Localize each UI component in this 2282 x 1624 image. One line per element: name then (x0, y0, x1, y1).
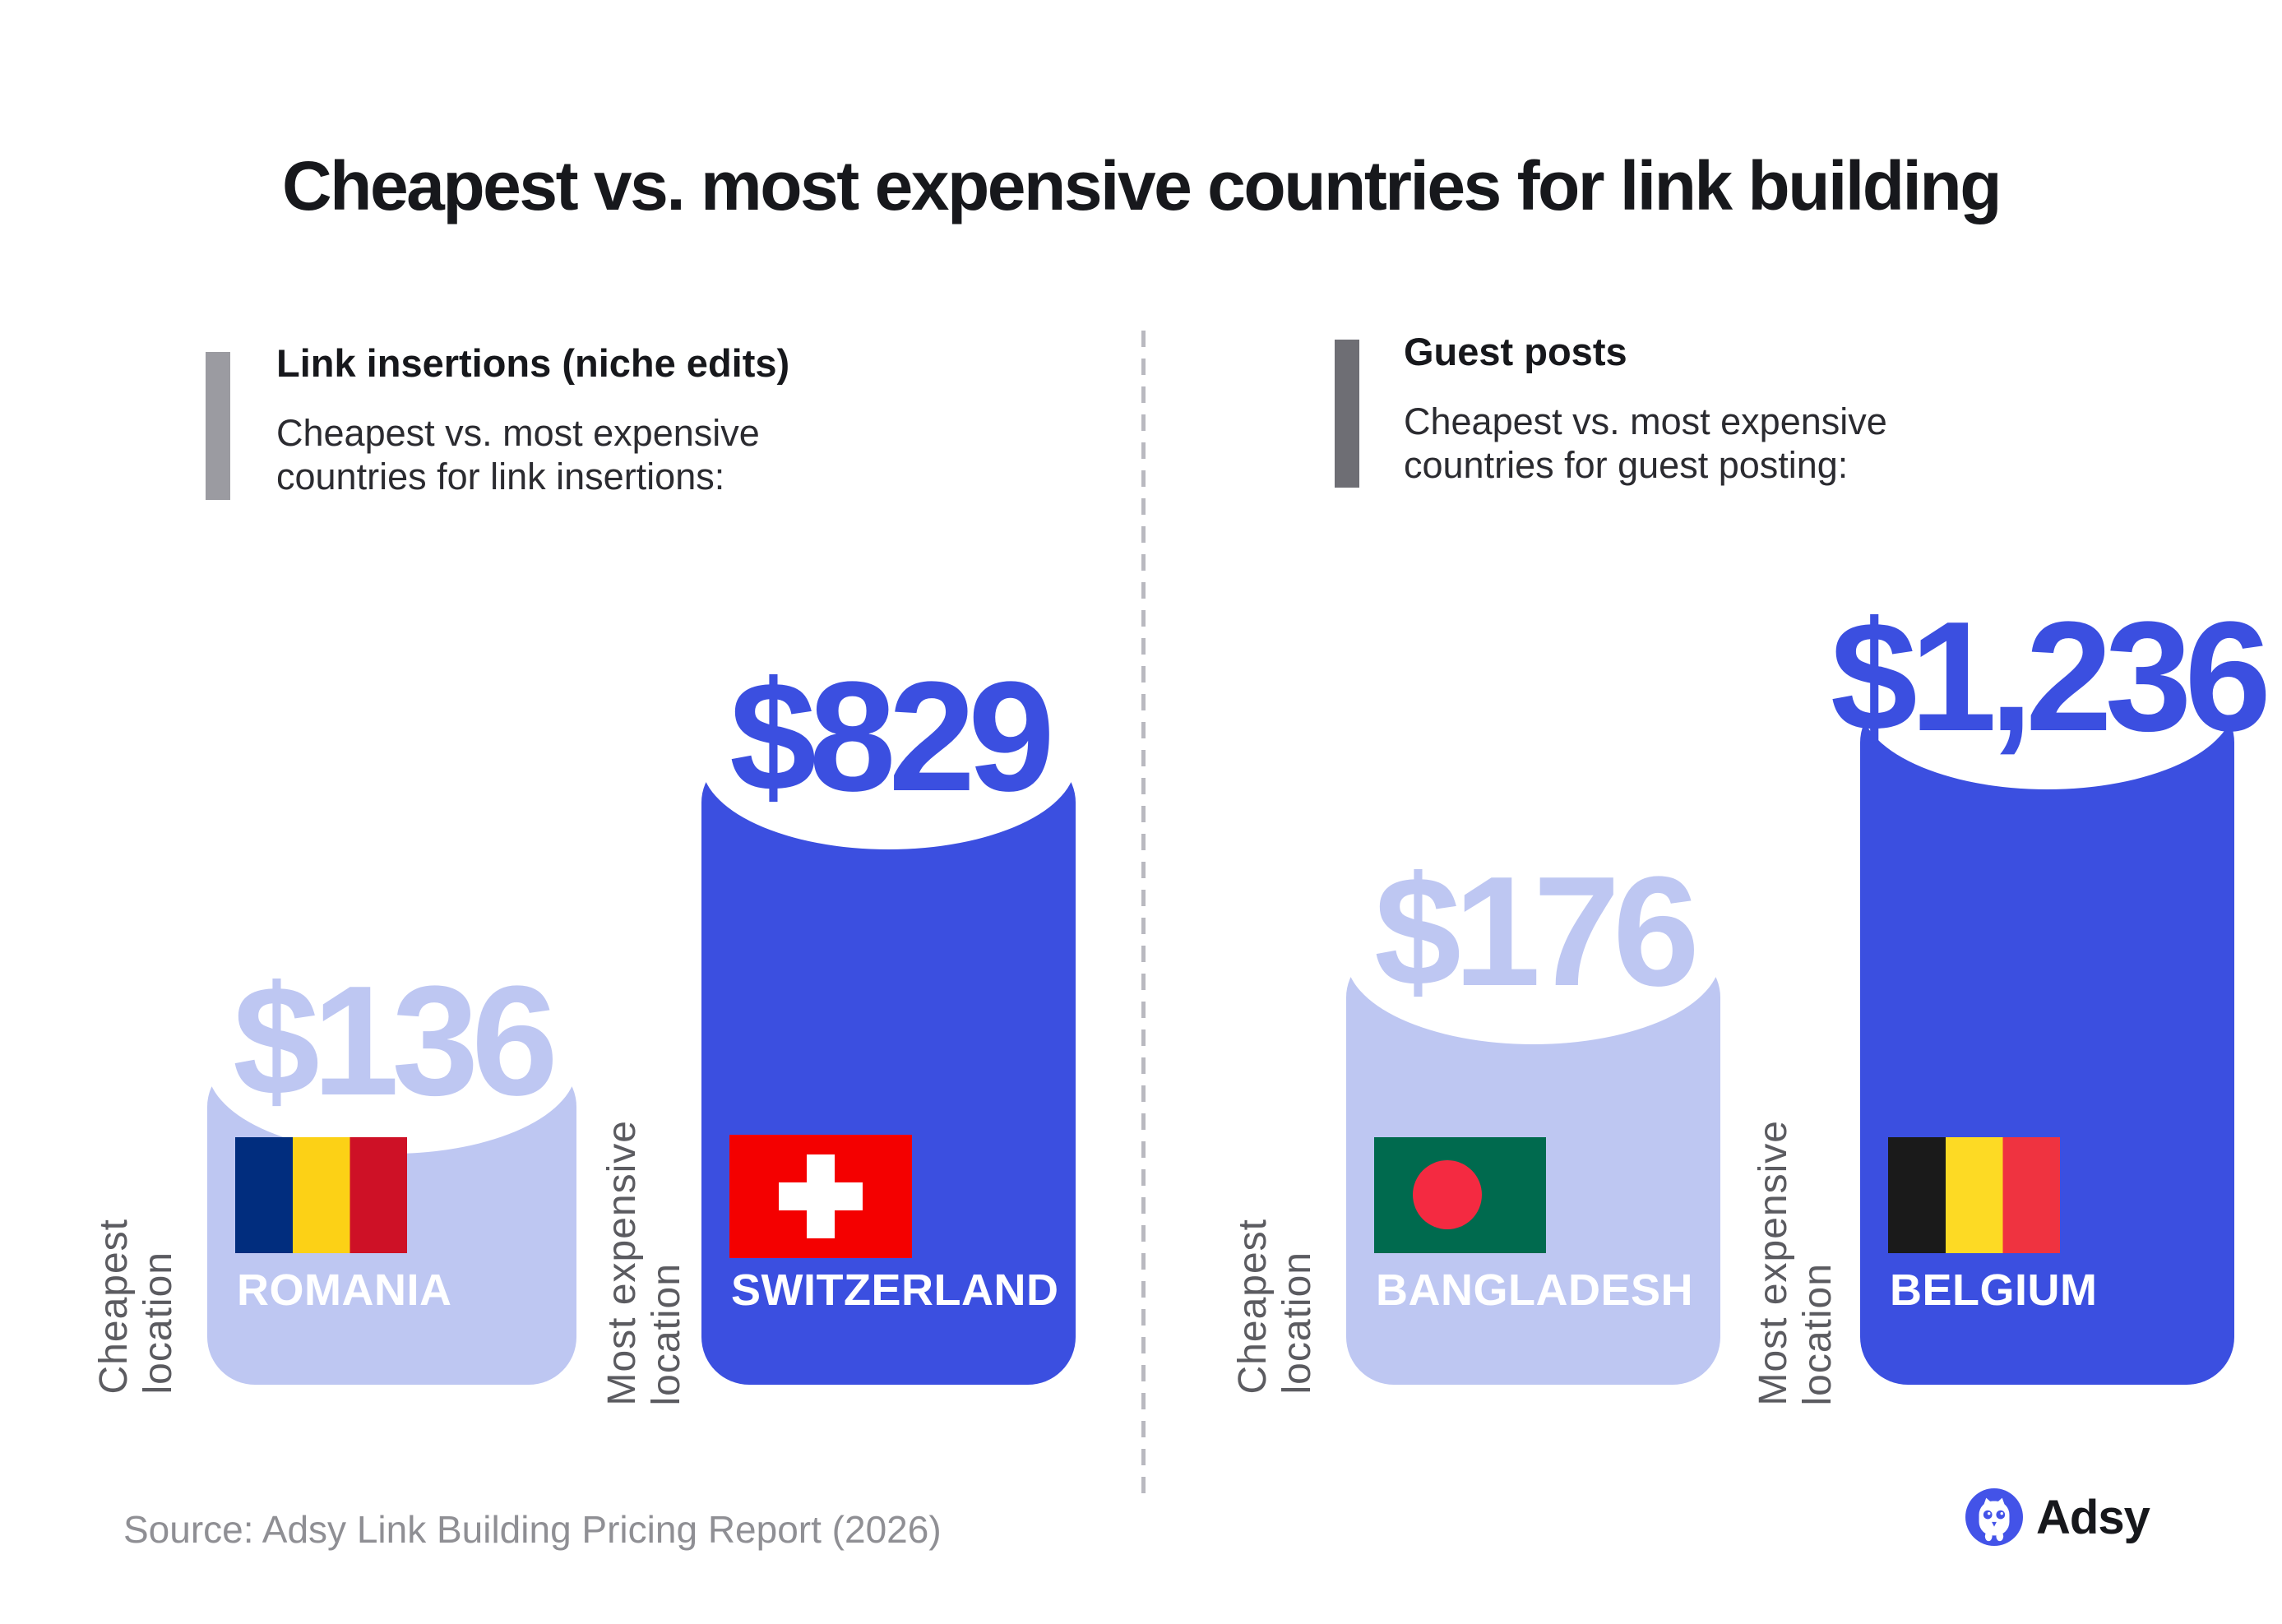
country-label-bangladesh: BANGLADESH (1376, 1265, 1694, 1315)
price-label-switzerland: $829 (729, 650, 1055, 824)
left-panel-subheading: Cheapest vs. most expensive countries fo… (276, 412, 760, 498)
price-label-romania: $136 (233, 954, 558, 1128)
left-panel-heading: Link insertions (niche edits) (276, 341, 790, 385)
switzerland-flag-icon (729, 1135, 912, 1258)
country-label-switzerland: SWITZERLAND (731, 1265, 1059, 1315)
adsy-owl-icon (1965, 1488, 2023, 1546)
price-label-belgium: $1,236 (1830, 590, 2271, 764)
adsy-logo-text: Adsy (2036, 1490, 2150, 1544)
swiss-cross-horizontal (779, 1182, 863, 1210)
bangladesh-flag-icon (1374, 1137, 1546, 1253)
source-note: Source: Adsy Link Building Pricing Repor… (123, 1508, 942, 1551)
country-label-belgium: BELGIUM (1890, 1265, 2098, 1315)
bar-belgium-most-expensive: $1,236 BELGIUM (1831, 599, 2271, 1385)
right-panel-accent-bar (1335, 340, 1359, 488)
right-panel-heading: Guest posts (1404, 330, 1627, 373)
price-label-bangladesh: $176 (1374, 844, 1700, 1019)
page-title: Cheapest vs. most expensive countries fo… (281, 147, 2002, 224)
romania-flag-icon (235, 1137, 407, 1253)
right-cheapest-location-label: Cheapest location (1231, 1218, 1319, 1394)
left-cheapest-location-label: Cheapest location (92, 1218, 180, 1394)
bar-switzerland-most-expensive: $829 SWITZERLAND (701, 659, 1076, 1385)
right-panel-subheading: Cheapest vs. most expensive countries fo… (1404, 400, 1887, 487)
bar-romania-cheapest: $136 ROMANIA (207, 963, 576, 1385)
adsy-logo: Adsy (1965, 1488, 2150, 1546)
country-label-romania: ROMANIA (237, 1265, 452, 1315)
bar-bangladesh-cheapest: $176 BANGLADESH (1346, 854, 1720, 1385)
left-panel-accent-bar (206, 352, 230, 500)
left-most-expensive-location-label: Most expensive location (600, 1119, 688, 1406)
right-most-expensive-location-label: Most expensive location (1752, 1119, 1840, 1406)
panel-divider-dashed-line (1141, 331, 1146, 1502)
bangladesh-flag-circle (1413, 1160, 1482, 1229)
belgium-flag-icon (1888, 1137, 2060, 1253)
